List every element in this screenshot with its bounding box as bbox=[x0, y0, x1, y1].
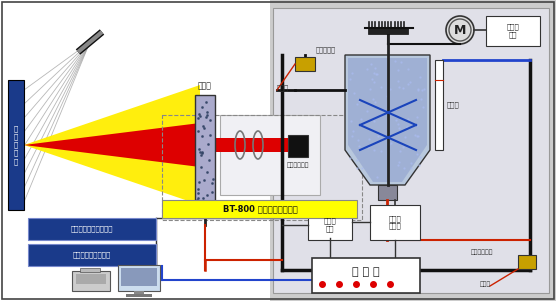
Text: 控 制 器: 控 制 器 bbox=[352, 267, 380, 277]
Bar bbox=[270, 0, 556, 301]
Circle shape bbox=[446, 16, 474, 44]
Bar bbox=[312, 258, 420, 293]
Bar bbox=[220, 115, 320, 195]
Polygon shape bbox=[348, 58, 427, 182]
Text: 水位计: 水位计 bbox=[447, 102, 460, 108]
Bar bbox=[126, 294, 152, 297]
Text: 半导体激光器: 半导体激光器 bbox=[287, 162, 309, 168]
Text: BT-800 自动循环进样系统: BT-800 自动循环进样系统 bbox=[222, 204, 297, 213]
Text: 循环／排放阀: 循环／排放阀 bbox=[471, 249, 493, 255]
Bar bbox=[518, 255, 536, 269]
Bar bbox=[134, 291, 144, 295]
Bar bbox=[273, 8, 549, 293]
Bar bbox=[8, 80, 24, 210]
Polygon shape bbox=[345, 55, 430, 185]
Polygon shape bbox=[24, 85, 200, 205]
Bar bbox=[80, 268, 100, 272]
Text: M: M bbox=[454, 23, 466, 36]
Text: 超声波
分散器: 超声波 分散器 bbox=[389, 215, 401, 229]
Bar bbox=[72, 271, 110, 291]
Text: 定时控
制器: 定时控 制器 bbox=[324, 218, 336, 232]
Bar bbox=[121, 268, 157, 286]
Polygon shape bbox=[24, 123, 200, 167]
Bar bbox=[295, 57, 315, 71]
Bar bbox=[368, 28, 408, 34]
Bar bbox=[378, 185, 397, 200]
Bar bbox=[162, 200, 357, 218]
Text: 信号转换与数据电路: 信号转换与数据电路 bbox=[73, 252, 111, 258]
Text: 样品池: 样品池 bbox=[198, 81, 212, 90]
Bar bbox=[486, 16, 540, 46]
Text: 三维自动对中控制系统: 三维自动对中控制系统 bbox=[71, 226, 113, 232]
Bar bbox=[28, 218, 156, 240]
Bar bbox=[370, 205, 420, 240]
Text: 排放口: 排放口 bbox=[480, 281, 492, 287]
Bar bbox=[288, 135, 308, 157]
Bar bbox=[76, 274, 106, 284]
Bar bbox=[215, 138, 290, 152]
Bar bbox=[435, 60, 443, 150]
Bar bbox=[162, 115, 362, 220]
Text: 自动进水阀: 自动进水阀 bbox=[316, 47, 336, 53]
Text: 转速控
制器: 转速控 制器 bbox=[507, 24, 519, 38]
Bar bbox=[28, 244, 156, 266]
Text: 光
电
探
测
器: 光 电 探 测 器 bbox=[14, 126, 18, 165]
Text: 进水口: 进水口 bbox=[277, 85, 289, 91]
Bar bbox=[308, 210, 352, 240]
Bar bbox=[195, 95, 215, 205]
Bar bbox=[0, 0, 270, 301]
Bar bbox=[118, 265, 160, 291]
